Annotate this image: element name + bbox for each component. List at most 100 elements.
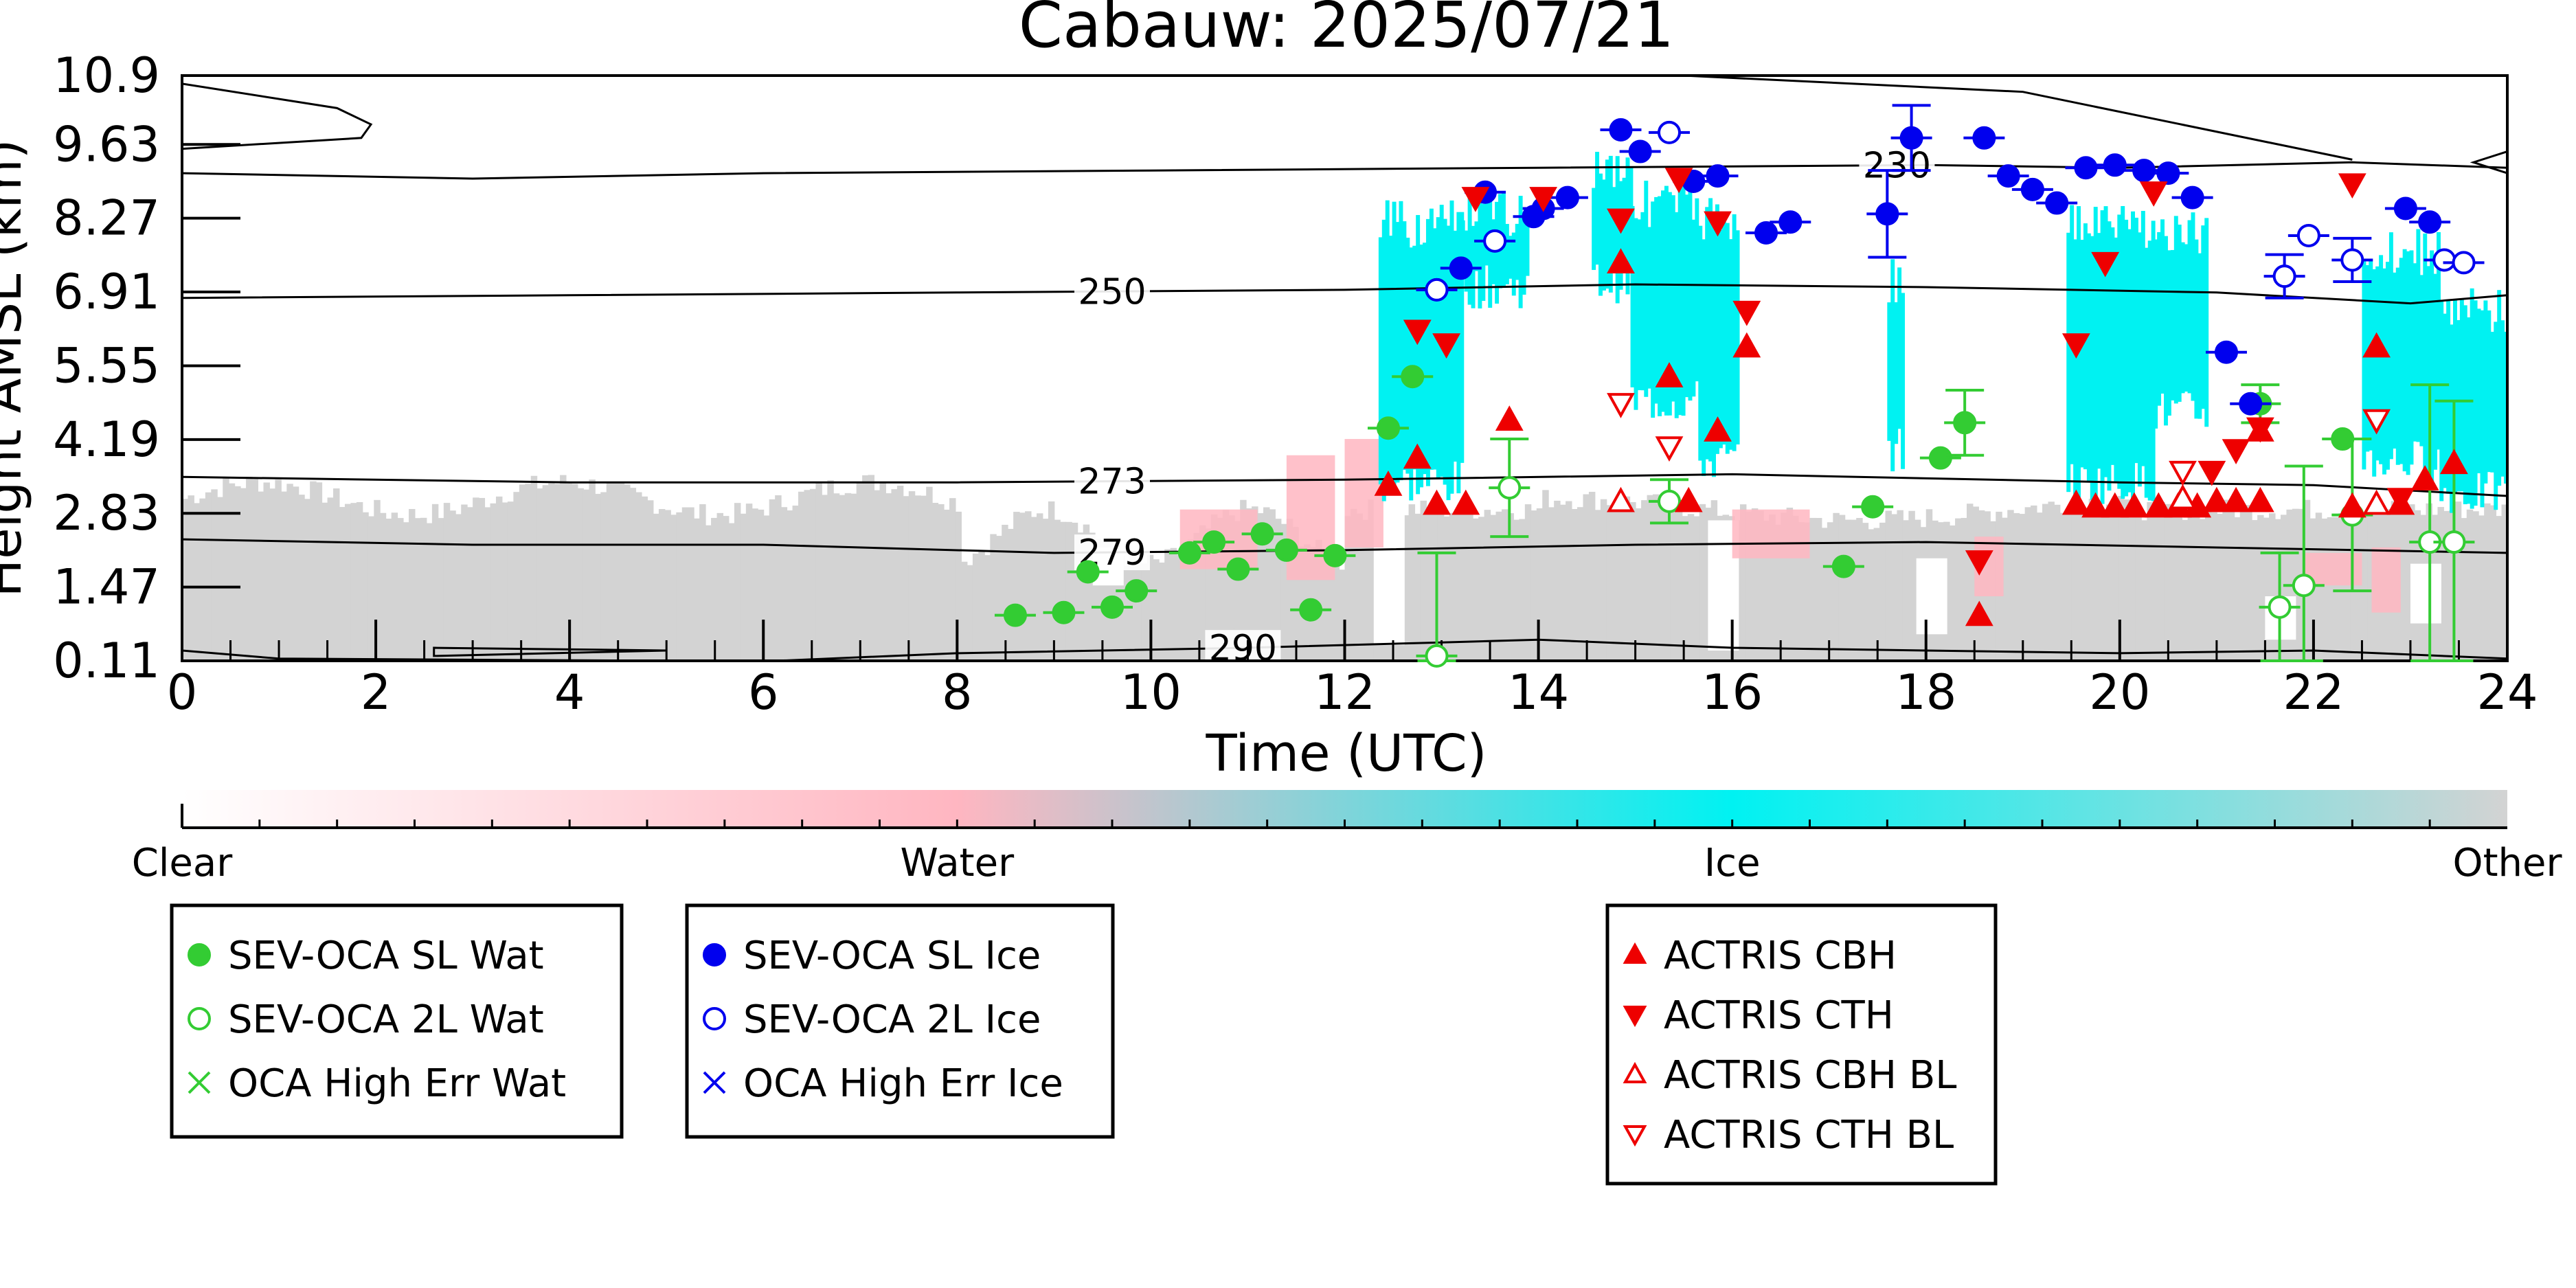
cloud-other-column — [1594, 510, 1601, 661]
cloud-other-column — [1838, 515, 1846, 661]
cloud-ice-column — [1698, 225, 1703, 461]
data-point — [2197, 460, 2226, 486]
cloud-ice-column — [2500, 320, 2505, 477]
point-marker — [1928, 446, 1952, 470]
point-marker — [1831, 554, 1855, 578]
cloud-ice-column — [2388, 232, 2393, 460]
cloud-ice-column — [2197, 253, 2202, 419]
cloud-other-column — [461, 504, 468, 661]
cloud-other-column — [1129, 552, 1136, 661]
cloud-other-column — [1170, 547, 1177, 661]
cloud-other-column — [344, 504, 352, 661]
data-point — [1529, 187, 1558, 212]
cloud-other-column — [2367, 513, 2375, 661]
point-marker — [2222, 439, 2250, 464]
cloud-other-column — [2222, 499, 2229, 661]
point-marker — [2074, 156, 2098, 180]
cloud-ice-column — [1508, 236, 1513, 279]
cloud-ice-column — [1460, 212, 1465, 463]
cloud-ice-column — [1615, 156, 1620, 304]
point-marker — [1655, 436, 1684, 462]
cloud-other-column — [1048, 501, 1055, 661]
data-point — [2263, 253, 2305, 300]
cloud-other-column — [420, 517, 427, 661]
cloud-ice-column — [1481, 203, 1486, 301]
cloud-other-column — [519, 484, 526, 661]
cloud-ice-column — [1416, 215, 1421, 495]
cloud-other-column — [850, 493, 857, 661]
cloud-other-column — [356, 501, 363, 661]
cloud-other-column — [1699, 504, 1706, 661]
cloud-ice-column — [1460, 220, 1465, 278]
data-point — [1674, 486, 1703, 512]
cloud-ice-column — [2170, 249, 2175, 400]
point-marker — [2440, 449, 2468, 475]
cloud-other-column — [1577, 507, 1584, 661]
legend-marker — [1623, 1006, 1647, 1028]
legend-entry: SEV-OCA 2L Wat — [188, 997, 544, 1042]
cloud-other-column — [466, 507, 474, 661]
cloud-ice-column — [2402, 249, 2407, 472]
cloud-other-column — [815, 482, 822, 661]
isotherm-250-label: 250 — [1078, 271, 1146, 313]
cloud-other-column — [560, 475, 567, 661]
cloud-other-column — [1362, 519, 1369, 661]
cloud-ice-column — [1381, 219, 1386, 501]
data-point — [1067, 560, 1109, 584]
data-point — [2384, 196, 2426, 221]
series-sev-oca-sl-wat — [994, 365, 2364, 627]
cloud-ice-column — [2362, 258, 2366, 470]
cloud-other-column — [2042, 504, 2049, 661]
cloud-other-column — [1025, 511, 1032, 661]
cloud-other-column — [2489, 505, 2497, 661]
legend-marker — [188, 943, 211, 967]
cloud-other-column — [1042, 519, 1049, 661]
data-point — [1495, 405, 1524, 431]
data-point — [1890, 104, 1932, 172]
point-marker — [2081, 492, 2110, 518]
cloud-ice-column — [1702, 239, 1706, 476]
cloud-ice-column — [1478, 190, 1482, 309]
point-marker — [1965, 600, 1993, 626]
point-marker — [1376, 416, 1400, 440]
point-marker — [1374, 471, 1403, 496]
point-marker — [1498, 476, 1522, 500]
cloud-ice-column — [2437, 231, 2441, 450]
cloud-other-column — [350, 503, 357, 661]
cloud-ice-column — [2083, 223, 2088, 470]
cloud-other-column — [2140, 520, 2148, 661]
data-point — [2246, 417, 2274, 443]
legend-frame — [170, 903, 624, 1139]
cloud-ice-column — [2124, 219, 2129, 497]
cloud-ice-column — [2473, 300, 2478, 506]
data-point — [1944, 388, 1986, 457]
cloud-other-column — [641, 496, 648, 661]
cloud-other-column — [1036, 513, 1043, 661]
cloud-other-column — [292, 486, 300, 661]
cloud-other-column — [600, 492, 607, 661]
cloud-other-column — [2187, 513, 2195, 661]
cloud-other-column — [1123, 565, 1131, 661]
cloud-other-column — [1146, 554, 1154, 661]
cloud-other-column — [763, 515, 770, 661]
cloud-ice-column — [2433, 273, 2438, 470]
point-marker — [2239, 392, 2263, 416]
cloud-other-column — [379, 512, 387, 661]
cloud-ice-column — [2494, 321, 2498, 510]
cloud-other-column — [1455, 511, 1462, 661]
data-point — [2061, 333, 2090, 359]
data-point — [994, 603, 1036, 627]
cloud-ice-column — [2127, 229, 2132, 493]
point-marker — [1732, 332, 1761, 358]
cloud-ice-column — [1715, 204, 1719, 454]
cloud-other-column — [542, 485, 550, 661]
data-point — [1403, 319, 1432, 346]
cloud-other-column — [490, 503, 497, 661]
cloud-ice-column — [2073, 239, 2078, 495]
cloud-ice-column — [2147, 240, 2152, 501]
x-tick-label: 10 — [1120, 664, 1182, 721]
cloud-other-column — [1664, 495, 1671, 661]
cloud-ice-column — [2173, 216, 2178, 404]
cloud-other-column — [536, 488, 543, 661]
cloud-ice-column — [1721, 212, 1726, 445]
